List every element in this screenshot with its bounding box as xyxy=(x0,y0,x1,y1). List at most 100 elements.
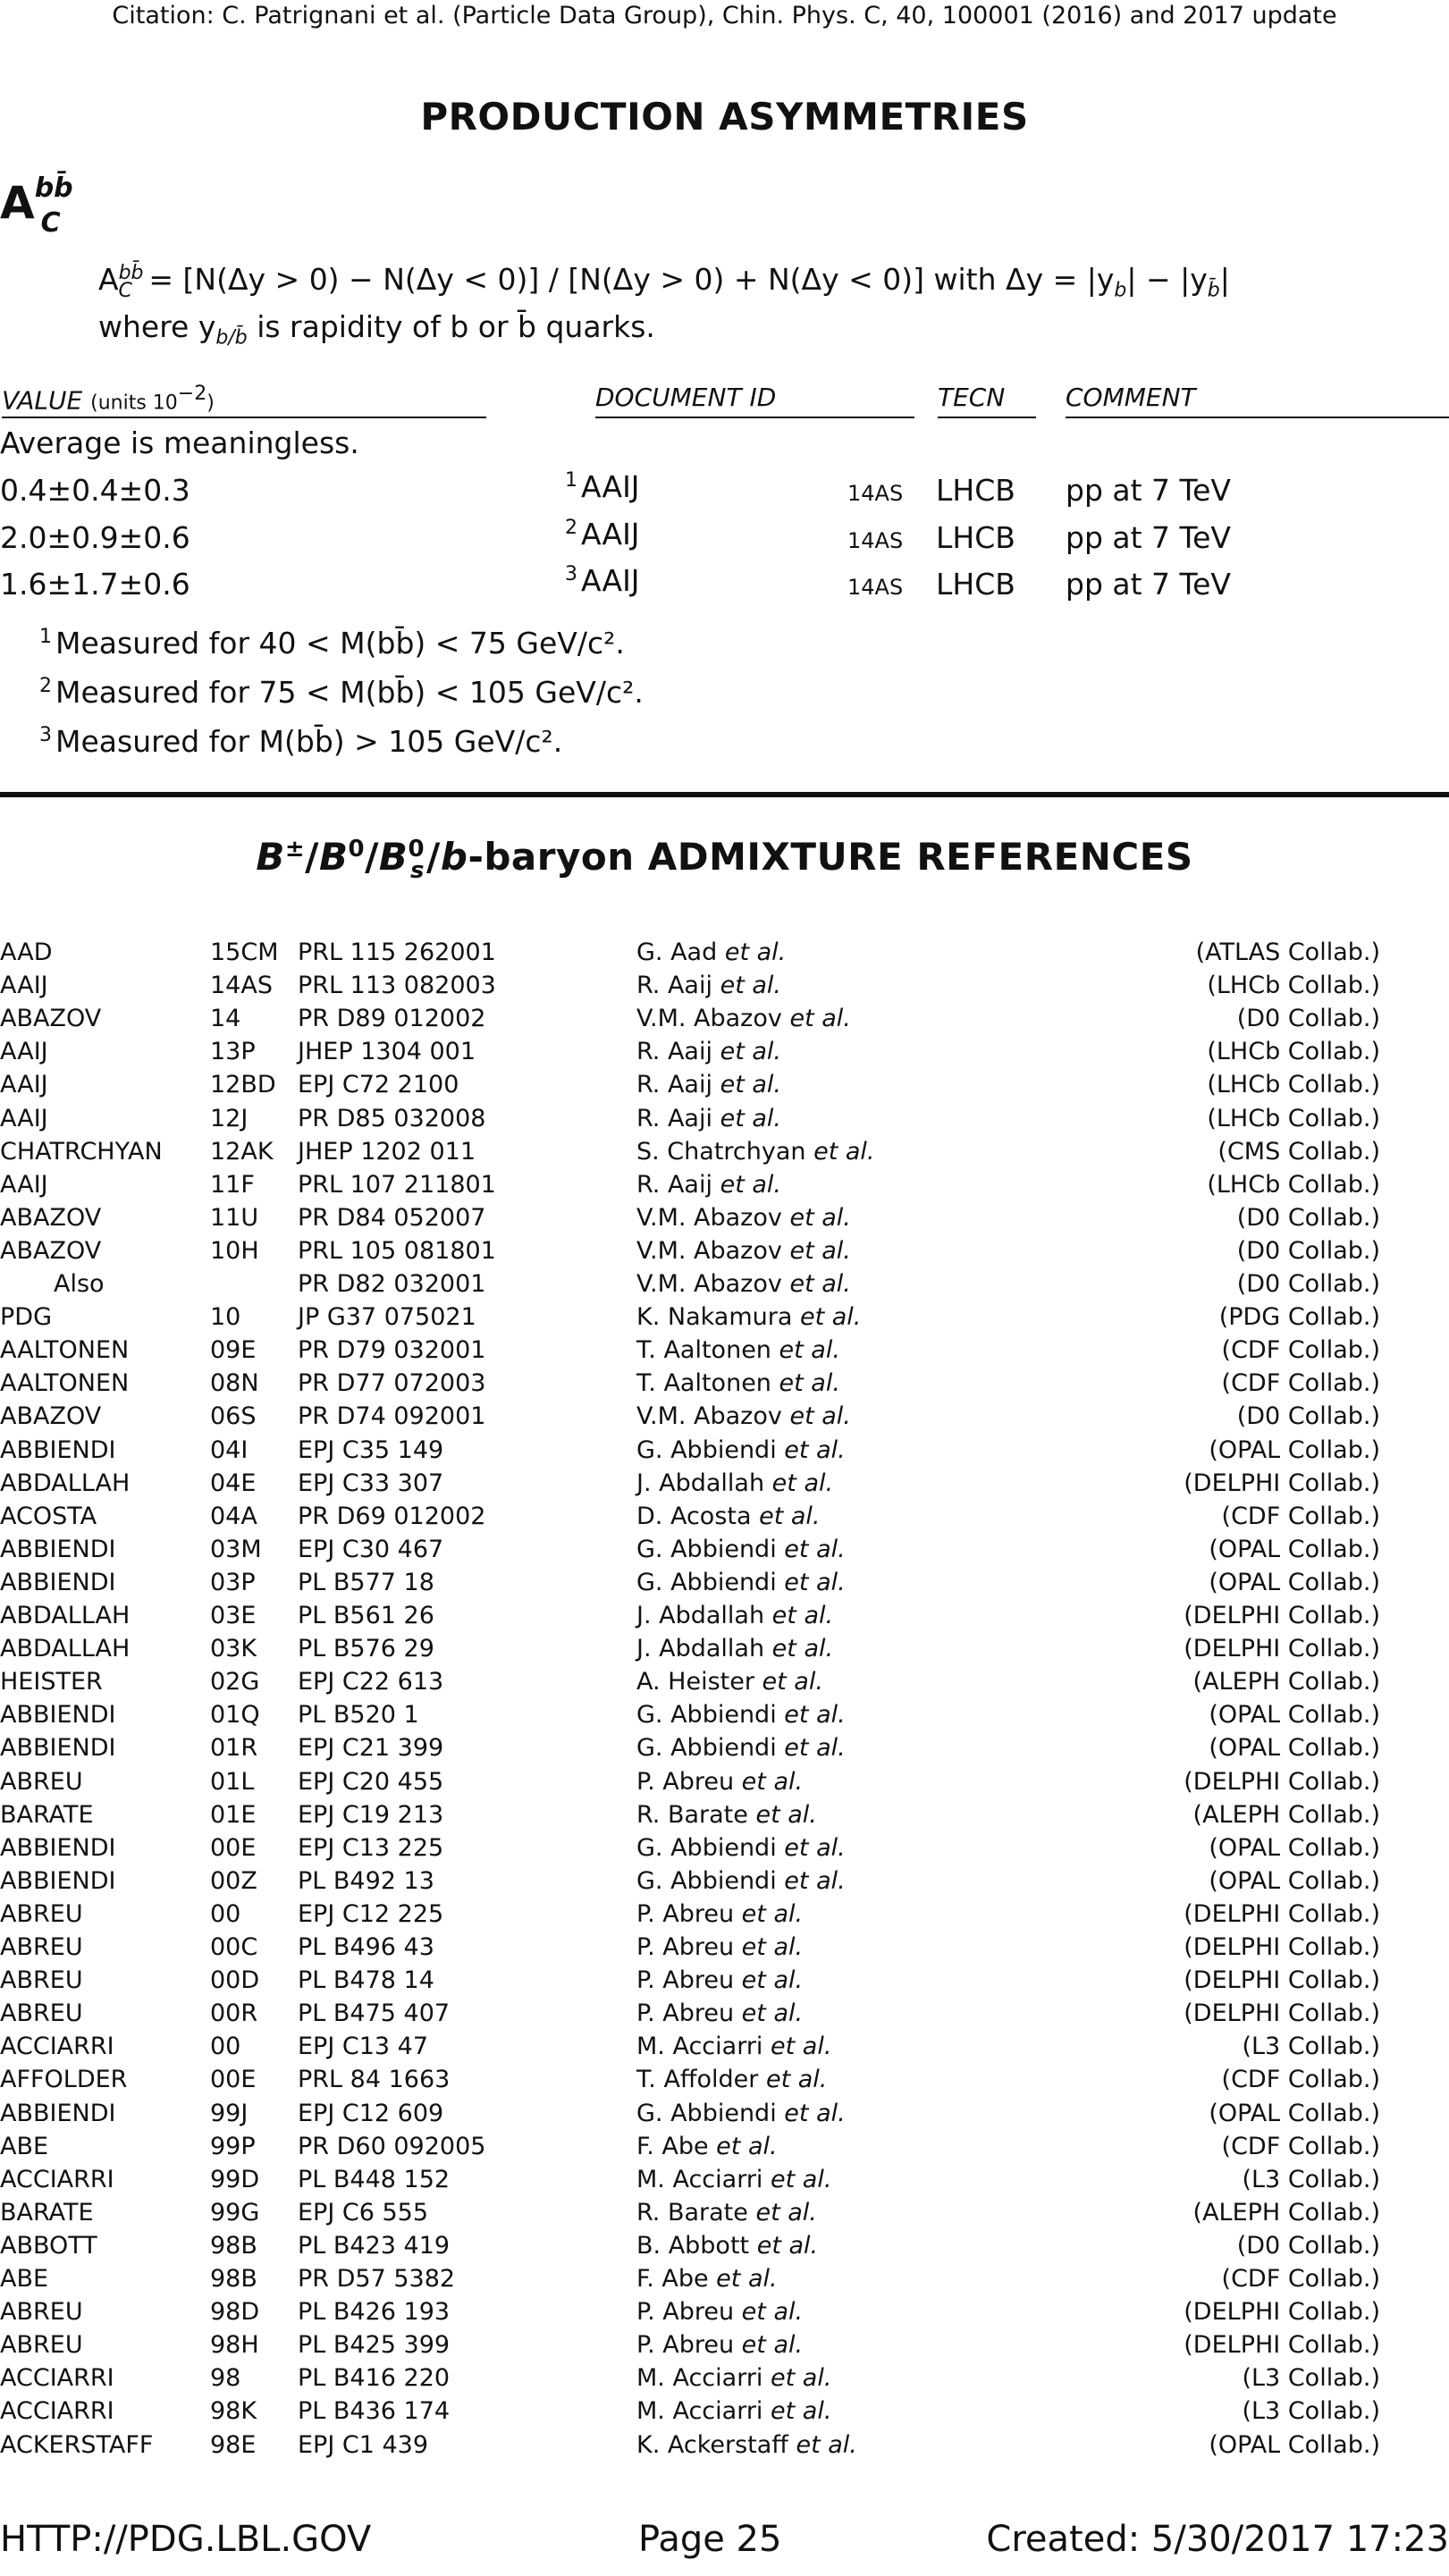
reference-journal-link[interactable]: PL B577 18 xyxy=(298,1568,434,1596)
measurement-value-1: 0.4±0.4±0.3 xyxy=(0,473,190,508)
reference-journal-link[interactable]: PL B423 419 xyxy=(298,2231,451,2260)
reference-journal-link[interactable]: EPJ C20 455 xyxy=(298,1767,444,1796)
reference-et-al: et al. xyxy=(755,1800,817,1829)
reference-journal-link[interactable]: EPJ C13 47 xyxy=(298,2033,429,2061)
col-value-close: ) xyxy=(206,391,215,415)
reference-journal-link[interactable]: JP G37 075021 xyxy=(298,1303,476,1332)
reference-name: ACCIARRI xyxy=(0,2364,114,2393)
reference-code: 02G xyxy=(210,1668,260,1696)
reference-journal-link[interactable]: PR D89 012002 xyxy=(298,1005,486,1033)
footnote-2-mark: 2 xyxy=(39,675,52,697)
asymmetry-definition-line2: where yb/b̄ is rapidity of b or b̄ quark… xyxy=(98,307,655,359)
reference-journal-link[interactable]: PL B416 220 xyxy=(298,2364,451,2393)
reference-journal-link[interactable]: EPJ C33 307 xyxy=(298,1469,444,1497)
reference-code: 98E xyxy=(210,2430,257,2459)
reference-journal-link[interactable]: PR D74 092001 xyxy=(298,1402,486,1431)
reference-journal-link[interactable]: PL B561 26 xyxy=(298,1602,434,1629)
reference-name: ABDALLAH xyxy=(0,1635,131,1663)
average-note: Average is meaningless. xyxy=(0,425,359,460)
reference-journal-link[interactable]: PL B425 399 xyxy=(298,2331,451,2360)
reference-et-al: et al. xyxy=(741,1999,804,2028)
reference-journal-link[interactable]: EPJ C13 225 xyxy=(298,1833,444,1862)
reference-journal-link[interactable]: PL B576 29 xyxy=(298,1635,434,1663)
reference-journal-link[interactable]: PR D82 032001 xyxy=(298,1270,486,1298)
reference-journal-link[interactable]: PL B475 407 xyxy=(298,1999,451,2028)
reference-name: ABE xyxy=(0,2265,49,2293)
reference-journal-link[interactable]: PRL 115 262001 xyxy=(298,939,496,966)
footer-url[interactable]: HTTP://PDG.LBL.GOV xyxy=(0,2519,372,2560)
reference-collaboration: (OPAL Collab.) xyxy=(1209,1568,1380,1596)
footer-created: Created: 5/30/2017 17:23 xyxy=(986,2519,1449,2560)
reference-journal-link[interactable]: EPJ C19 213 xyxy=(298,1800,444,1829)
doc-id-1[interactable]: AAIJ xyxy=(581,469,640,504)
doc-id-2[interactable]: AAIJ xyxy=(581,517,640,551)
reference-journal-link[interactable]: JHEP 1202 011 xyxy=(298,1137,476,1166)
doc-id-3[interactable]: AAIJ xyxy=(581,563,640,598)
reference-journal-link[interactable]: PR D69 012002 xyxy=(298,1502,486,1530)
reference-name: HEISTER xyxy=(0,1668,103,1696)
reference-journal-link[interactable]: PRL 105 081801 xyxy=(298,1236,496,1265)
reference-row: ACCIARRI 00 EPJ C13 47 M. Acciarri et al. (L… xyxy=(0,2030,1449,2063)
reference-code: 00E xyxy=(210,1833,257,1862)
reference-journal-link[interactable]: PR D84 052007 xyxy=(298,1203,486,1232)
reference-collaboration: (LHCb Collab.) xyxy=(1207,1071,1380,1099)
reference-name: ABBIENDI xyxy=(0,1701,116,1730)
reference-author: G. Abbiendi et al. xyxy=(636,1566,846,1599)
measurement-doc-3: 3 AAIJ xyxy=(565,563,640,598)
reference-author: G. Abbiendi et al. xyxy=(636,1831,846,1865)
reference-journal-link[interactable]: EPJ C35 149 xyxy=(298,1435,444,1464)
def2-pre: where y xyxy=(98,309,216,344)
reference-code: 04A xyxy=(210,1502,257,1530)
reference-journal-link[interactable]: EPJ C21 399 xyxy=(298,1734,444,1763)
reference-journal-link[interactable]: PRL 113 082003 xyxy=(298,972,496,1000)
reference-code: 98K xyxy=(210,2397,257,2426)
reference-author: K. Ackerstaff et al. xyxy=(636,2429,857,2462)
reference-row: ACCIARRI 98 PL B416 220 M. Acciarri et al. (… xyxy=(0,2361,1449,2395)
reference-journal-link[interactable]: EPJ C30 467 xyxy=(298,1535,444,1563)
reference-journal-link[interactable]: EPJ C72 2100 xyxy=(298,1071,459,1099)
reference-et-al: et al. xyxy=(756,2231,819,2260)
reference-journal-link[interactable]: EPJ C1 439 xyxy=(298,2430,429,2459)
reference-journal-link[interactable]: PR D57 5382 xyxy=(298,2265,456,2293)
footnote-2: 2 Measured for 75 < M(bb̄) < 105 GeV/c². xyxy=(39,675,644,710)
reference-et-al: et al. xyxy=(771,2397,832,2426)
reference-journal-link[interactable]: PL B492 13 xyxy=(298,1866,434,1895)
reference-journal-link[interactable]: PL B496 43 xyxy=(298,1933,434,1961)
reference-journal-link[interactable]: PL B436 174 xyxy=(298,2397,451,2426)
reference-name: ABREU xyxy=(0,1999,83,2028)
reference-name: ABREU xyxy=(0,2298,83,2327)
reference-journal-link[interactable]: PL B520 1 xyxy=(298,1701,419,1730)
reference-journal-link[interactable]: JHEP 1304 001 xyxy=(298,1038,476,1066)
reference-journal-link[interactable]: EPJ C12 609 xyxy=(298,2099,444,2127)
reference-journal-link[interactable]: PL B478 14 xyxy=(298,1966,434,1995)
reference-journal-link[interactable]: PRL 107 211801 xyxy=(298,1170,496,1199)
reference-code: 09E xyxy=(210,1336,257,1365)
reference-et-al: et al. xyxy=(765,2066,828,2094)
reference-row: ABBOTT 98B PL B423 419 B. Abbott et al. (D0 … xyxy=(0,2229,1449,2262)
reference-journal-link[interactable]: PR D60 092005 xyxy=(298,2132,486,2160)
reference-et-al: et al. xyxy=(784,1701,846,1730)
reference-et-al: et al. xyxy=(771,1602,834,1629)
reference-journal-link[interactable]: PR D77 072003 xyxy=(298,1369,486,1398)
reference-collaboration: (OPAL Collab.) xyxy=(1209,2430,1380,2459)
reference-collaboration: (OPAL Collab.) xyxy=(1209,1833,1380,1862)
footnote-mark-1: 1 xyxy=(565,469,577,492)
def-a: A xyxy=(98,262,119,297)
reference-author: M. Acciarri et al. xyxy=(636,2163,831,2196)
reference-journal-link[interactable]: PL B448 152 xyxy=(298,2165,451,2193)
reference-author: R. Aaji et al. xyxy=(636,1102,781,1135)
reference-journal-link[interactable]: EPJ C12 225 xyxy=(298,1899,444,1928)
reference-row: ACCIARRI 99D PL B448 152 M. Acciarri et al.… xyxy=(0,2163,1449,2196)
reference-journal-link[interactable]: EPJ C22 613 xyxy=(298,1668,444,1696)
reference-name: ABBIENDI xyxy=(0,1435,116,1464)
reference-journal-link[interactable]: PR D79 032001 xyxy=(298,1336,486,1365)
reference-row: ACKERSTAFF 98E EPJ C1 439 K. Ackerstaff et … xyxy=(0,2429,1449,2462)
reference-code: 00 xyxy=(210,1899,241,1928)
reference-journal-link[interactable]: PR D85 032008 xyxy=(298,1104,486,1132)
reference-journal-link[interactable]: EPJ C6 555 xyxy=(298,2198,429,2227)
reference-journal-link[interactable]: PRL 84 1663 xyxy=(298,2066,451,2094)
measurement-tecn-2: LHCB xyxy=(936,520,1015,555)
reference-journal-link[interactable]: PL B426 193 xyxy=(298,2298,451,2327)
year-code-3: 14AS xyxy=(847,575,904,600)
reference-row: AAIJ 12J PR D85 032008 R. Aaji et al. (LHCb … xyxy=(0,1102,1449,1135)
